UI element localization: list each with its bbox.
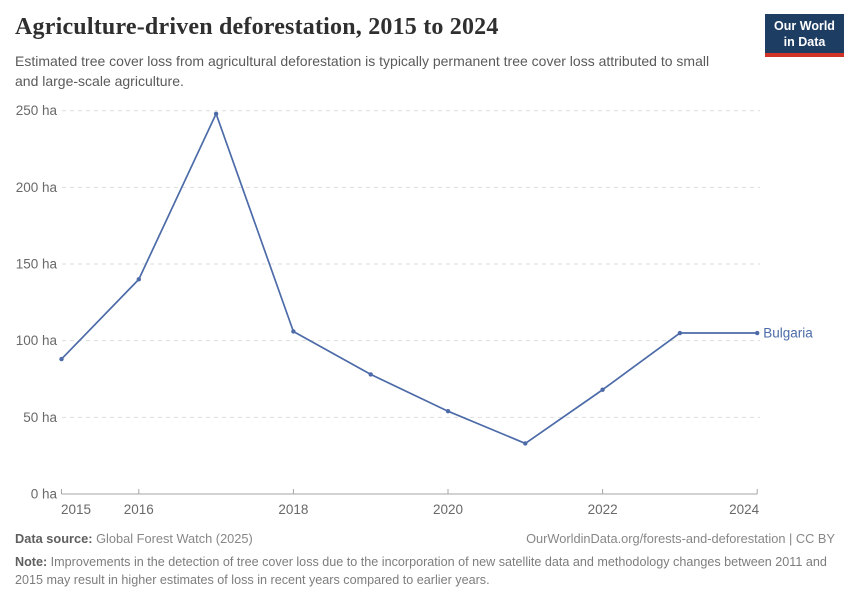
data-point[interactable] (59, 356, 64, 362)
y-tick-label: 250 ha (16, 103, 58, 118)
owid-logo-line1: Our World (774, 19, 835, 33)
footnote-label: Note: (15, 555, 48, 569)
y-tick-label: 200 ha (16, 180, 58, 195)
y-tick-label: 50 ha (23, 410, 57, 425)
attribution-link[interactable]: OurWorldinData.org/forests-and-deforesta… (526, 531, 835, 546)
footnote: Note: Improvements in the detection of t… (15, 554, 837, 590)
chart-subtitle: Estimated tree cover loss from agricultu… (15, 53, 710, 90)
data-point[interactable] (600, 387, 605, 392)
owid-logo-line2: in Data (783, 35, 826, 49)
series-end-label[interactable]: Bulgaria (763, 326, 813, 341)
x-tick-label: 2018 (278, 502, 308, 517)
data-point[interactable] (368, 372, 373, 377)
data-point[interactable] (755, 330, 760, 336)
x-tick-label: 2016 (124, 502, 154, 517)
data-point[interactable] (677, 330, 683, 336)
x-tick-label: 2015 (61, 502, 91, 517)
x-tick-label: 2022 (588, 502, 618, 517)
data-source: Data source: Global Forest Watch (2025) (15, 531, 253, 546)
page-title: Agriculture-driven deforestation, 2015 t… (15, 14, 499, 40)
y-tick-label: 0 ha (31, 487, 58, 502)
owid-logo[interactable]: Our World in Data (765, 14, 844, 57)
data-line-bulgaria[interactable] (60, 112, 758, 445)
x-tick-label: 2020 (433, 502, 463, 517)
footnote-text: Improvements in the detection of tree co… (15, 555, 827, 587)
data-point[interactable] (213, 111, 219, 116)
footer: Data source: Global Forest Watch (2025) … (15, 531, 835, 546)
x-tick-label: 2024 (729, 502, 760, 517)
data-source-label: Data source: (15, 531, 93, 546)
data-source-value: Global Forest Watch (2025) (92, 531, 253, 546)
y-tick-label: 100 ha (16, 333, 58, 348)
data-point[interactable] (445, 409, 451, 414)
y-tick-label: 150 ha (16, 257, 58, 272)
data-point[interactable] (523, 441, 528, 446)
data-point[interactable] (136, 277, 141, 282)
data-point[interactable] (291, 329, 296, 334)
